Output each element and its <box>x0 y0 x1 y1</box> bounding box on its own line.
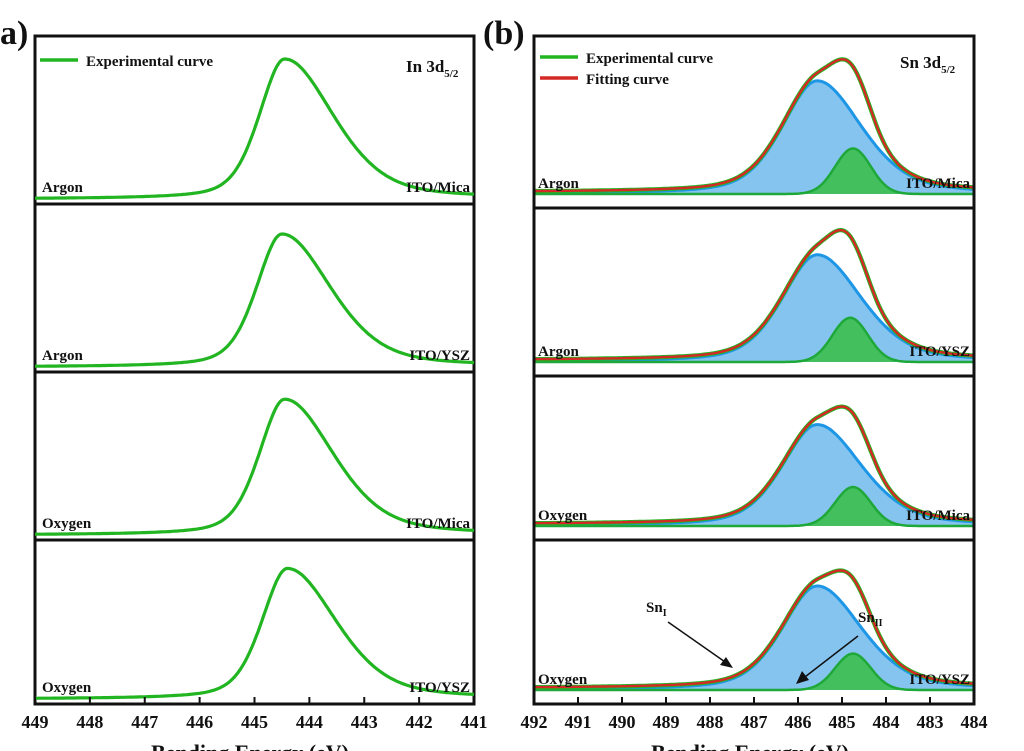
panel-a-experimental-curve-1 <box>35 57 475 200</box>
panel-b-sn2-curve-2 <box>534 316 974 364</box>
panel-a-atmosphere-label-2: Argon <box>42 348 83 364</box>
legend-a: Experimental curve <box>40 54 213 70</box>
x-axis-title-b: Bending Energy (eV) <box>651 740 849 751</box>
panel-b-xtick-label-8: 484 <box>873 712 900 732</box>
panel-b-substrate-label-3: ITO/Mica <box>906 508 970 524</box>
panel-b-subplot-2: Argon ITO/YSZ <box>532 206 976 378</box>
annotation-sn2: SnII <box>796 610 883 684</box>
panel-b-xtick-label-2: 490 <box>609 712 636 732</box>
panel-b-atmosphere-label-1: Argon <box>538 176 579 192</box>
panel-b-sn2-area-1 <box>534 148 974 194</box>
panel-b-subplot-1: Argon ITO/Mica <box>532 34 976 210</box>
panel-a-title: In 3d5/2 <box>406 57 459 80</box>
panel-a-subplot-3: Oxygen ITO/Mica <box>33 370 476 542</box>
legend-a-experimental-label: Experimental curve <box>86 54 213 70</box>
panel-b-xtick-label-6: 486 <box>785 712 812 732</box>
panel-a-experimental-curve-4 <box>35 566 475 700</box>
panel-a-xtick-label-445: 445 <box>241 712 268 732</box>
panel-b-substrate-label-4: ITO/YSZ <box>909 672 970 688</box>
annotation-sn2-arrowhead <box>796 671 809 684</box>
panel-b-sn1-area-4 <box>534 586 974 690</box>
annotation-sn1-arrow <box>667 621 729 665</box>
annotation-sn1-arrowhead <box>720 657 733 668</box>
panel-b-xtick-label-1: 491 <box>565 712 592 732</box>
panel-b-label: (b) <box>483 15 525 52</box>
panel-a-xtick-label-444: 444 <box>296 712 323 732</box>
panel-b-atmosphere-label-4: Oxygen <box>538 672 588 688</box>
panel-a-subplot-4: Oxygen ITO/YSZ <box>33 538 476 706</box>
panel-b-atmosphere-label-2: Argon <box>538 344 579 360</box>
panel-b-title: Sn 3d5/2 <box>900 53 956 76</box>
panel-b-subplot-3: Oxygen ITO/Mica <box>532 374 976 542</box>
panel-a-substrate-label-3: ITO/Mica <box>406 516 470 532</box>
panel-b-xtick-label-5: 487 <box>741 712 768 732</box>
panel-a-frame-4 <box>33 538 476 706</box>
annotation-sn2-arrow <box>800 635 859 681</box>
panel-a-atmosphere-label-4: Oxygen <box>42 680 92 696</box>
legend-b-fitting-label: Fitting curve <box>586 72 669 88</box>
panel-b-sn2-curve-3 <box>534 485 974 528</box>
panel-b-subplot-4: Oxygen ITO/YSZ <box>532 538 976 706</box>
x-axis-title-a: Bending Energy (eV) <box>151 740 349 751</box>
panel-a-subplot-2: Argon ITO/YSZ <box>33 202 476 374</box>
panel-b-xtick-label-3: 489 <box>653 712 680 732</box>
panel-a-xtick-label-443: 443 <box>351 712 378 732</box>
panel-b-sn2-area-4 <box>534 653 974 690</box>
panel-b-substrate-label-1: ITO/Mica <box>906 176 970 192</box>
panel-b-fitting-curve-1 <box>533 58 975 193</box>
panel-a-frame-3 <box>33 370 476 542</box>
panel-a-label: a) <box>0 15 28 52</box>
panel-a-experimental-curve-2 <box>35 232 475 368</box>
annotation-sn1: SnI <box>646 600 733 668</box>
panel-b-fitting-curve-4 <box>534 569 975 689</box>
panel-b-xtick-label-0: 492 <box>521 712 548 732</box>
panel-b-xtick-label-4: 488 <box>697 712 724 732</box>
annotation-sn2-label: SnII <box>858 610 883 629</box>
panel-a-xtick-label-447: 447 <box>131 712 158 732</box>
panel-a-substrate-label-4: ITO/YSZ <box>409 680 470 696</box>
panel-a-substrate-label-1: ITO/Mica <box>406 180 470 196</box>
panel-b-sn1-area-2 <box>534 254 974 362</box>
panel-b-sn2-curve-1 <box>534 147 974 196</box>
panel-b-atmosphere-label-3: Oxygen <box>538 508 588 524</box>
legend-b-experimental-label: Experimental curve <box>586 51 713 67</box>
legend-b: Experimental curve Fitting curve <box>540 51 713 88</box>
panel-a-xtick-label-448: 448 <box>76 712 103 732</box>
panel-a-substrate-label-2: ITO/YSZ <box>409 348 470 364</box>
panel-b-sn2-curve-4 <box>534 652 974 692</box>
panel-b-xtick-label-10: 484 <box>961 712 988 732</box>
annotation-sn1-label: SnI <box>646 600 667 619</box>
panel-a-xtick-label-442: 442 <box>406 712 433 732</box>
panel-a-atmosphere-label-3: Oxygen <box>42 516 92 532</box>
panel-b-substrate-label-2: ITO/YSZ <box>909 344 970 360</box>
panel-a-xtick-label-441: 441 <box>461 712 488 732</box>
panel-b-xtick-label-9: 483 <box>917 712 944 732</box>
panel-b-sn2-area-3 <box>534 487 974 526</box>
panel-b-sn2-area-2 <box>534 317 974 362</box>
panel-a-xtick-label-446: 446 <box>186 712 213 732</box>
panel-a-xtick-label-449: 449 <box>22 712 49 732</box>
panel-b-xtick-label-7: 485 <box>829 712 856 732</box>
panel-a-experimental-curve-3 <box>35 397 474 536</box>
panel-b-fitting-curve-2 <box>534 228 975 361</box>
panel-b-fitting-curve-3 <box>533 405 975 525</box>
panel-a-atmosphere-label-1: Argon <box>42 180 83 196</box>
